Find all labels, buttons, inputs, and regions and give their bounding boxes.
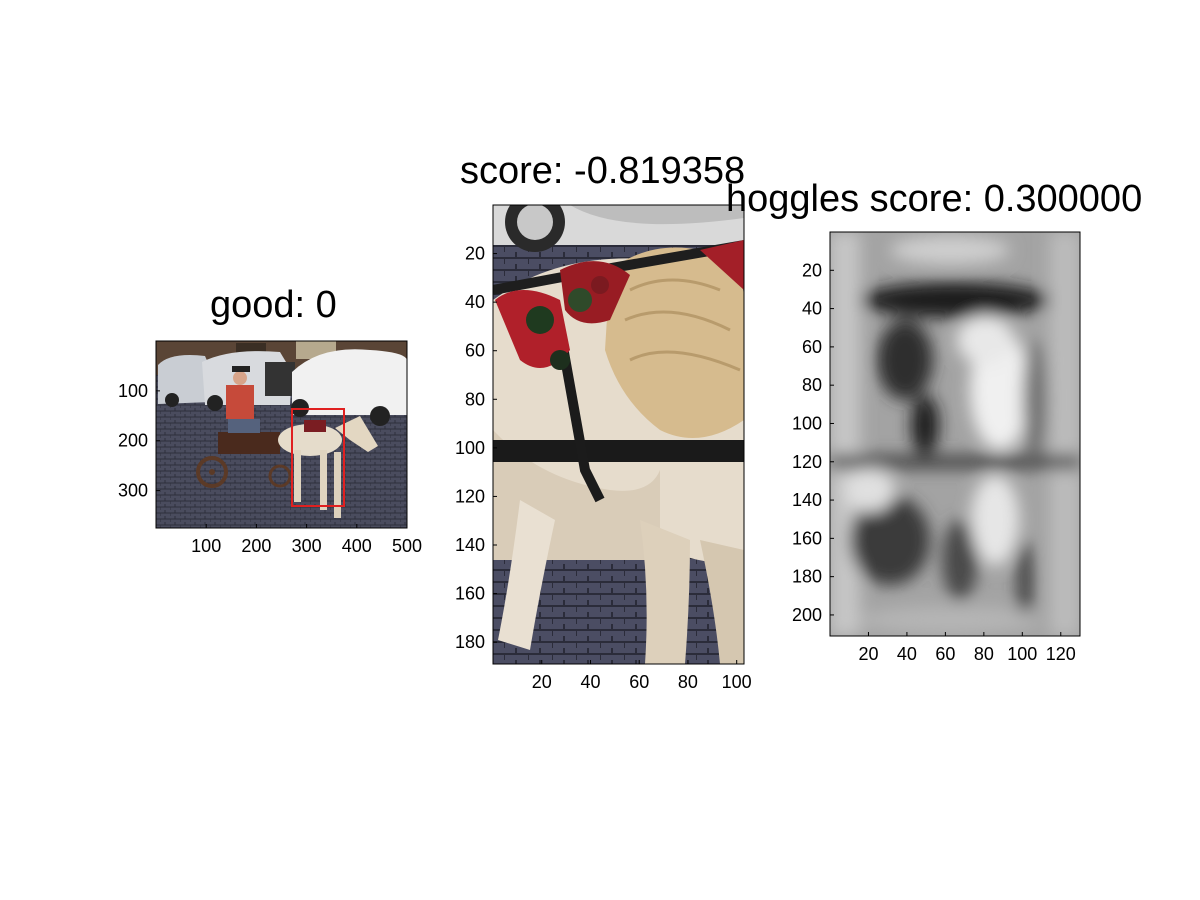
y-tick-label: 160 [792, 528, 822, 548]
x-tick-label: 20 [858, 644, 878, 664]
y-tick-label: 100 [455, 438, 485, 458]
x-tick-label: 40 [897, 644, 917, 664]
x-tick-label: 60 [629, 672, 649, 692]
photo-carriage [156, 341, 407, 528]
hoggles-visualization [830, 232, 1080, 636]
y-tick-label: 100 [118, 381, 148, 401]
x-tick-label: 100 [1007, 644, 1037, 664]
x-tick-label: 80 [974, 644, 994, 664]
y-tick-label: 180 [455, 632, 485, 652]
y-tick-label: 20 [465, 244, 485, 264]
x-tick-label: 100 [722, 672, 752, 692]
y-tick-label: 100 [792, 413, 822, 433]
x-tick-label: 400 [342, 536, 372, 556]
y-tick-label: 60 [802, 337, 822, 357]
panel-title: hoggles score: 0.300000 [726, 178, 1143, 220]
photo-crop [493, 205, 744, 664]
y-tick-label: 120 [455, 486, 485, 506]
x-tick-label: 80 [678, 672, 698, 692]
y-tick-label: 140 [455, 535, 485, 555]
y-tick-label: 40 [802, 299, 822, 319]
x-tick-label: 20 [532, 672, 552, 692]
panel-title: score: -0.819358 [460, 150, 746, 192]
detection-box [291, 408, 345, 507]
y-tick-label: 180 [792, 567, 822, 587]
y-tick-label: 120 [792, 452, 822, 472]
y-tick-label: 20 [802, 260, 822, 280]
x-tick-label: 300 [292, 536, 322, 556]
y-tick-label: 80 [465, 389, 485, 409]
y-tick-label: 140 [792, 490, 822, 510]
y-tick-label: 200 [118, 431, 148, 451]
x-tick-label: 200 [241, 536, 271, 556]
y-tick-label: 80 [802, 375, 822, 395]
x-tick-label: 40 [580, 672, 600, 692]
x-tick-label: 60 [935, 644, 955, 664]
y-tick-label: 300 [118, 481, 148, 501]
x-tick-label: 500 [392, 536, 422, 556]
panel-title: good: 0 [210, 284, 337, 326]
y-tick-label: 200 [792, 605, 822, 625]
x-tick-label: 100 [191, 536, 221, 556]
y-tick-label: 160 [455, 584, 485, 604]
y-tick-label: 40 [465, 292, 485, 312]
y-tick-label: 60 [465, 341, 485, 361]
x-tick-label: 120 [1046, 644, 1076, 664]
